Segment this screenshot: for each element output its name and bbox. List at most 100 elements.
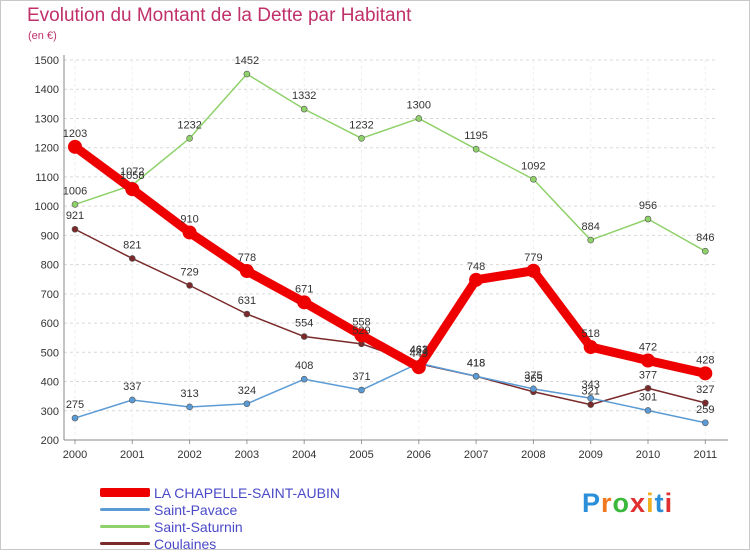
data-label: 558 xyxy=(352,316,370,328)
data-point xyxy=(182,225,197,240)
data-point xyxy=(698,366,713,381)
data-point xyxy=(243,400,251,408)
data-label: 461 xyxy=(410,345,428,357)
data-label: 779 xyxy=(524,252,542,264)
y-tick-label: 1100 xyxy=(35,172,59,184)
data-point xyxy=(186,282,193,289)
x-tick-label: 2008 xyxy=(521,449,545,461)
data-label: 301 xyxy=(639,391,657,403)
data-label: 1332 xyxy=(292,90,316,102)
data-point xyxy=(71,225,79,233)
series-line-2 xyxy=(74,73,707,252)
data-label: 324 xyxy=(238,385,256,397)
data-label: 748 xyxy=(467,261,485,273)
data-label: 428 xyxy=(696,354,714,366)
data-point xyxy=(297,295,312,310)
data-point xyxy=(129,396,136,404)
data-label: 321 xyxy=(582,386,600,398)
legend-swatch xyxy=(100,488,150,497)
data-label: 956 xyxy=(639,200,657,212)
y-tick-label: 1000 xyxy=(35,201,59,213)
y-tick-label: 200 xyxy=(41,435,59,447)
data-label: 631 xyxy=(238,295,256,307)
data-label: 921 xyxy=(66,210,84,222)
data-label: 343 xyxy=(582,379,600,391)
legend-label: Saint-Pavace xyxy=(154,501,238,518)
x-tick-label: 2000 xyxy=(63,449,87,461)
x-tick-label: 2006 xyxy=(407,449,431,461)
data-label: 472 xyxy=(639,341,657,353)
y-tick-label: 600 xyxy=(41,318,59,330)
data-label: 371 xyxy=(352,371,370,383)
x-tick-label: 2004 xyxy=(292,449,316,461)
data-label: 1203 xyxy=(63,128,87,140)
data-point xyxy=(583,340,598,355)
data-point xyxy=(243,310,251,318)
data-point xyxy=(644,215,652,223)
legend-swatch xyxy=(100,542,150,545)
data-point xyxy=(644,384,652,392)
data-point xyxy=(701,419,709,427)
legend-label: Coulaines xyxy=(154,535,217,552)
data-label: 1300 xyxy=(407,99,431,111)
data-label: 1058 xyxy=(120,170,144,182)
data-label: 449 xyxy=(410,348,428,360)
data-point xyxy=(701,247,709,255)
data-label: 1006 xyxy=(63,185,87,197)
data-point xyxy=(71,414,79,422)
legend-item-saint-saturnin[interactable]: Saint-Saturnin xyxy=(100,518,340,535)
data-point xyxy=(415,115,423,122)
data-label: 418 xyxy=(467,357,485,369)
data-point xyxy=(68,139,82,154)
data-label: 337 xyxy=(123,381,141,393)
data-label: 275 xyxy=(66,399,84,411)
data-point xyxy=(587,236,595,244)
logo-letter: o xyxy=(612,488,631,518)
data-label: 671 xyxy=(295,283,313,295)
data-point xyxy=(530,385,537,393)
x-tick-label: 2002 xyxy=(177,449,201,461)
data-label: 778 xyxy=(238,252,256,264)
chart-subtitle: (en €) xyxy=(28,30,57,42)
data-point xyxy=(358,135,365,142)
data-point xyxy=(472,372,480,380)
logo-letter: x xyxy=(630,488,647,518)
x-tick-label: 2003 xyxy=(235,449,259,461)
y-tick-label: 1500 xyxy=(35,55,59,67)
series-line-3 xyxy=(74,228,707,406)
data-label: 365 xyxy=(524,373,542,385)
x-tick-label: 2007 xyxy=(464,449,488,461)
data-label: 910 xyxy=(180,213,198,225)
logo-letter: P xyxy=(582,488,602,518)
data-point xyxy=(411,360,426,375)
data-label: 377 xyxy=(639,369,657,381)
data-point xyxy=(358,386,365,394)
data-point xyxy=(469,272,484,287)
data-label: 327 xyxy=(696,384,714,396)
data-label: 1072 xyxy=(120,166,144,178)
data-point xyxy=(644,407,652,414)
data-label: 375 xyxy=(524,370,542,382)
data-point xyxy=(300,375,308,383)
y-tick-label: 500 xyxy=(41,347,59,359)
data-point xyxy=(472,145,480,153)
data-label: 518 xyxy=(582,328,600,340)
y-tick-label: 1400 xyxy=(35,84,59,96)
data-point xyxy=(129,255,136,262)
legend-item-la-chapelle[interactable]: LA CHAPELLE-SAINT-AUBIN xyxy=(100,484,340,501)
legend-item-coulaines[interactable]: Coulaines xyxy=(100,535,340,552)
data-label: 554 xyxy=(295,318,313,330)
data-label: 884 xyxy=(582,221,600,233)
y-tick-label: 700 xyxy=(41,289,59,301)
data-point xyxy=(526,263,541,278)
y-tick-label: 900 xyxy=(41,230,59,242)
legend-item-saint-pavace[interactable]: Saint-Pavace xyxy=(100,501,340,518)
legend-label: Saint-Saturnin xyxy=(154,518,243,535)
data-label: 1232 xyxy=(349,119,373,131)
legend-swatch xyxy=(100,508,150,511)
x-tick-label: 2001 xyxy=(120,449,144,461)
data-label: 1092 xyxy=(521,160,545,172)
data-label: 729 xyxy=(180,266,198,278)
data-point xyxy=(71,201,79,208)
